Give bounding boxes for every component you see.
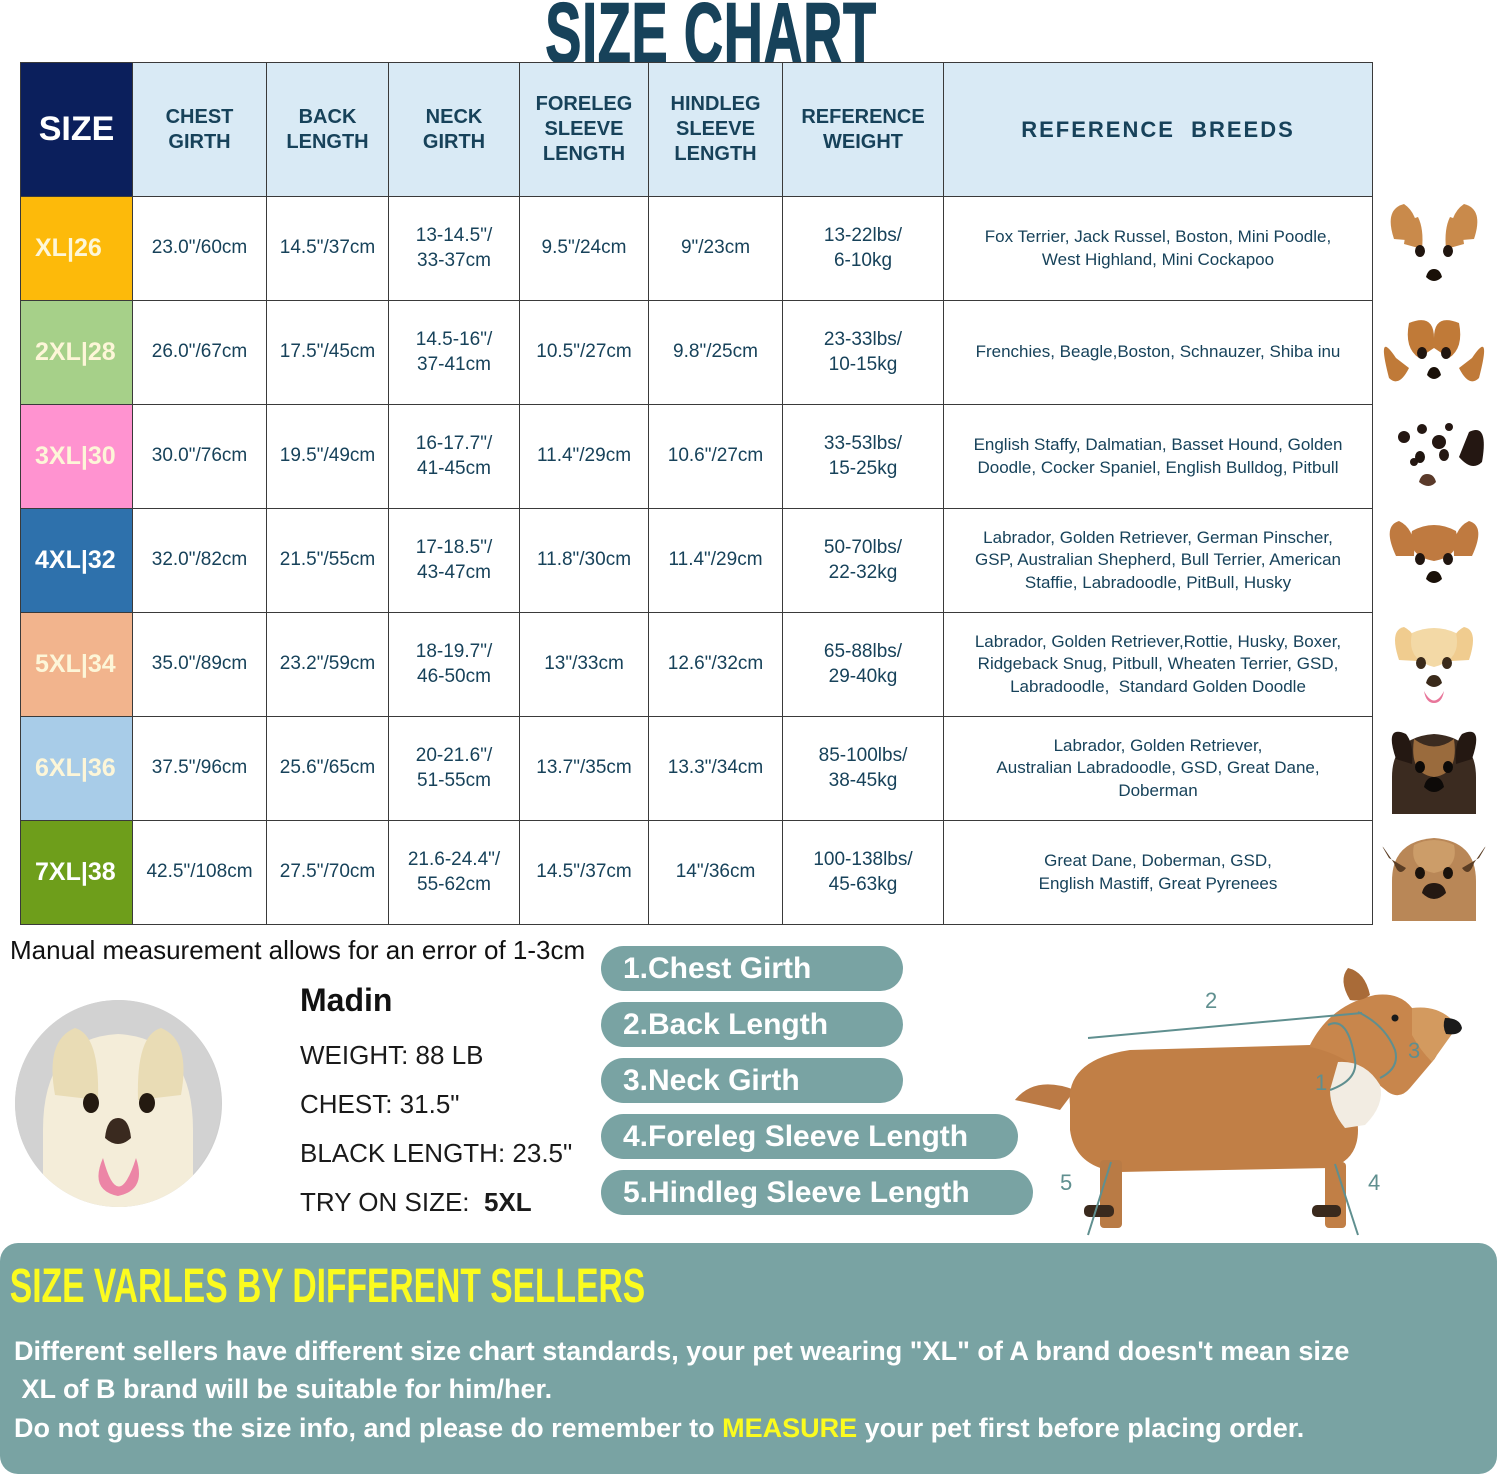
svg-text:2: 2 [1205, 988, 1217, 1013]
svg-text:3: 3 [1408, 1038, 1420, 1063]
svg-text:5: 5 [1060, 1170, 1072, 1195]
svg-text:4: 4 [1368, 1170, 1380, 1195]
svg-text:1: 1 [1315, 1070, 1327, 1095]
